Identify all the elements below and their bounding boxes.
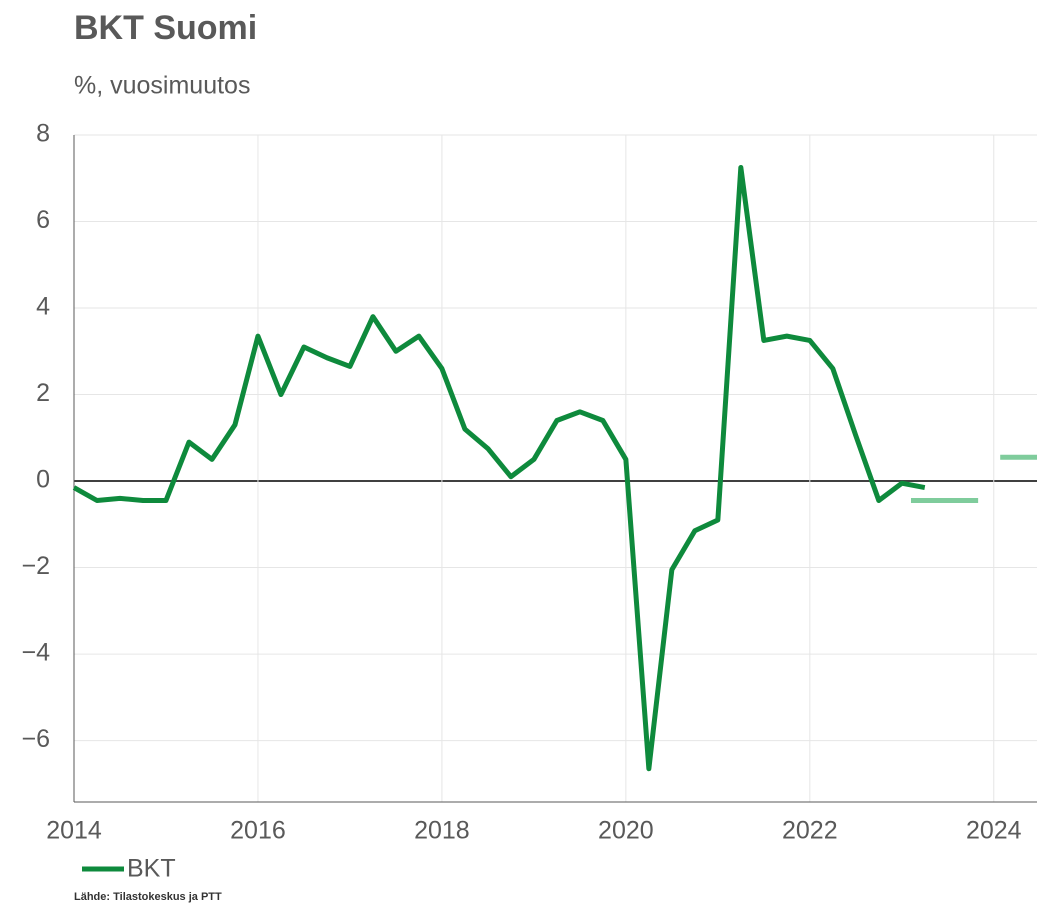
- source: Lähde: Tilastokeskus ja PTT: [74, 891, 222, 903]
- y-tick-label: −6: [21, 725, 50, 753]
- x-tick-label: 2016: [230, 817, 286, 845]
- y-tick-label: −4: [21, 639, 50, 667]
- x-tick-label: 2024: [966, 817, 1022, 845]
- y-tick-label: −2: [21, 552, 50, 580]
- x-tick-label: 2014: [46, 817, 102, 845]
- y-tick-label: 4: [36, 293, 50, 321]
- y-tick-label: 8: [36, 120, 50, 148]
- x-tick-label: 2020: [598, 817, 654, 845]
- line: [72, 164, 926, 772]
- x-tick-label: 2018: [414, 817, 470, 845]
- y-tick-label: 2: [36, 379, 50, 407]
- legend-label: BKT: [127, 855, 176, 883]
- x-tick-label: 2022: [782, 817, 838, 845]
- y-tick-label: 6: [36, 206, 50, 234]
- y-tick-label: 0: [36, 466, 50, 494]
- chart-subtitle: %, vuosimuutos: [74, 72, 250, 100]
- chart-title: BKT Suomi: [74, 9, 257, 47]
